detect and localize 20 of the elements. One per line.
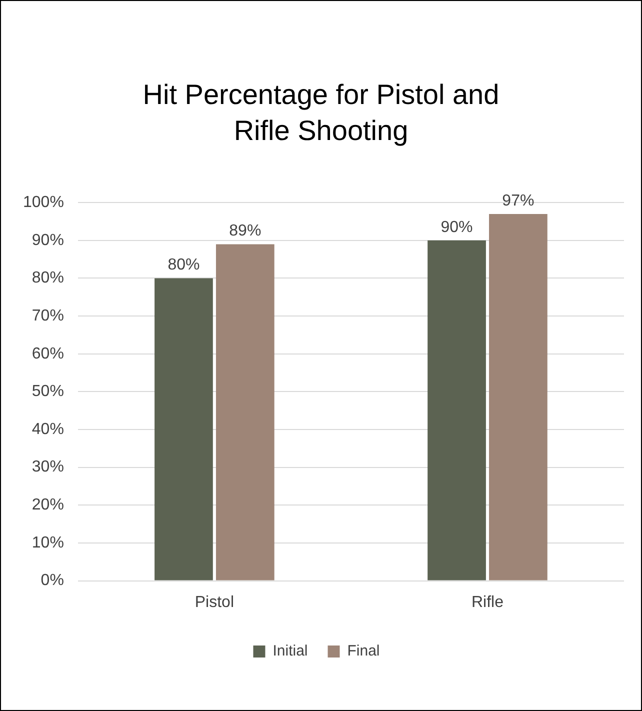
y-tick-label: 30% <box>32 458 64 476</box>
legend-label: Initial <box>272 642 308 660</box>
data-label: 89% <box>229 222 262 240</box>
x-tick-label: Pistol <box>194 594 234 611</box>
legend-label: Final <box>347 642 380 660</box>
y-tick-label: 40% <box>32 420 64 438</box>
x-tick-label: Rifle <box>471 594 504 611</box>
data-label: 80% <box>168 256 200 274</box>
y-tick-label: 10% <box>32 534 64 552</box>
data-label: 90% <box>440 218 473 236</box>
chart-title: Hit Percentage for Pistol and Rifle Shooting <box>142 78 500 148</box>
y-tick-label: 70% <box>32 307 64 324</box>
data-label: 97% <box>502 192 534 210</box>
y-tick-label: 100% <box>23 194 64 212</box>
y-tick-label: 80% <box>32 270 64 287</box>
y-tick-label: 90% <box>32 232 64 249</box>
y-tick-label: 60% <box>32 345 64 362</box>
y-tick-label: 0% <box>40 572 64 590</box>
y-tick-label: 20% <box>32 496 64 514</box>
y-tick-label: 50% <box>32 383 64 400</box>
